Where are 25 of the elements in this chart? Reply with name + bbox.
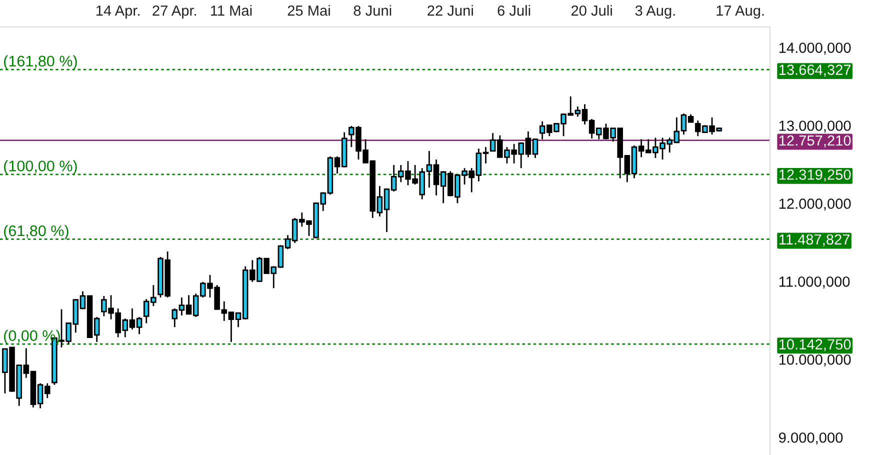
y-tick-label: 11.487,827 xyxy=(779,234,850,246)
y-tick-label: 13.664,327 xyxy=(779,64,851,77)
y-tick-label: 14.000,000 xyxy=(779,42,851,55)
x-tick-label: 6 Juli xyxy=(498,5,530,16)
y-tick-label: 12.319,250 xyxy=(779,170,851,182)
annotation: (100,00 %) xyxy=(4,160,77,174)
y-tick-label: 12.757,210 xyxy=(779,135,851,148)
annotation: (61,80 %) xyxy=(4,224,68,240)
y-tick-label: 13.000,000 xyxy=(779,120,851,133)
y-tick-label: 9.000,000 xyxy=(779,432,843,444)
x-tick-label: 22 Juni xyxy=(428,5,473,16)
y-tick-label: 12.000,000 xyxy=(779,198,851,211)
x-tick-label: 8 Juni xyxy=(354,5,392,16)
x-tick-label: 27 Apr. xyxy=(152,5,196,19)
y-tick-label: 10.142,750 xyxy=(779,339,851,352)
x-tick-label: 20 Juli xyxy=(571,5,612,16)
annotation: (161,80 %) xyxy=(4,55,77,70)
x-tick-label: 17 Aug. xyxy=(716,6,764,19)
x-tick-label: 25 Mai xyxy=(288,5,330,16)
y-tick-label: 11.000,000 xyxy=(779,276,850,289)
annotation: (0,00 %) xyxy=(4,330,60,344)
x-tick-label: 14 Apr. xyxy=(96,6,140,19)
x-tick-label: 11 Mai xyxy=(210,5,252,16)
x-tick-label: 3 Aug. xyxy=(635,5,675,19)
y-tick-label: 10.000,000 xyxy=(779,354,851,367)
